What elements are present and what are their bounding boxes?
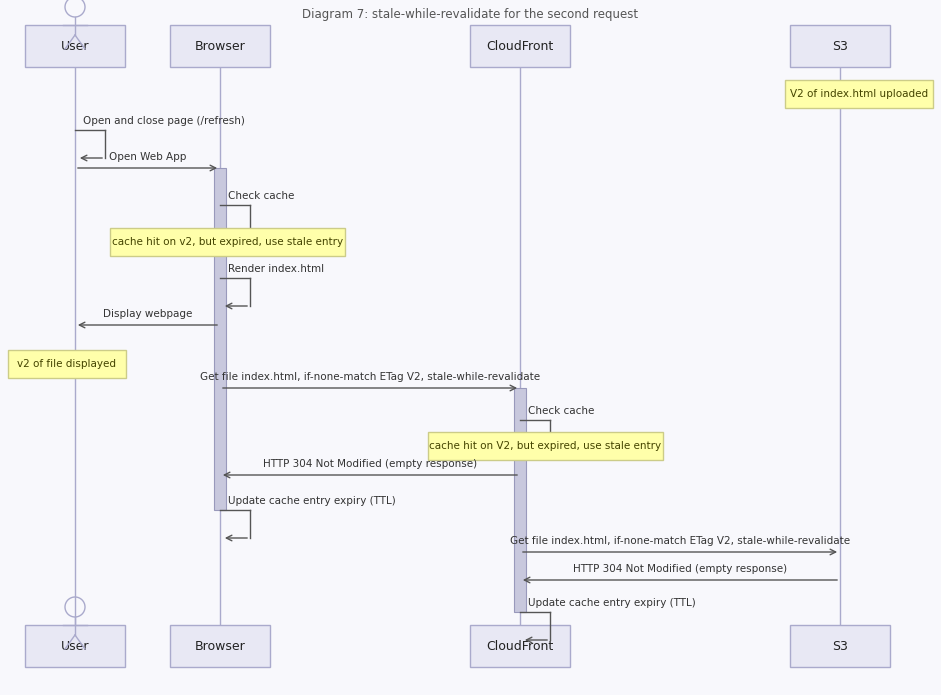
FancyBboxPatch shape: [790, 625, 890, 667]
Text: Check cache: Check cache: [228, 191, 295, 201]
Text: Display webpage: Display webpage: [103, 309, 192, 319]
Text: User: User: [61, 639, 89, 653]
Text: V2 of index.html uploaded: V2 of index.html uploaded: [789, 89, 928, 99]
Text: Diagram 7: stale-while-revalidate for the second request: Diagram 7: stale-while-revalidate for th…: [302, 8, 639, 21]
Text: cache hit on V2, but expired, use stale entry: cache hit on V2, but expired, use stale …: [429, 441, 662, 451]
FancyBboxPatch shape: [25, 25, 125, 67]
FancyBboxPatch shape: [170, 625, 270, 667]
Text: Render index.html: Render index.html: [228, 264, 324, 274]
Text: Open and close page (/refresh): Open and close page (/refresh): [83, 116, 245, 126]
FancyBboxPatch shape: [514, 388, 526, 612]
Text: Browser: Browser: [195, 639, 246, 653]
Text: User: User: [61, 40, 89, 53]
FancyBboxPatch shape: [790, 25, 890, 67]
Text: Update cache entry expiry (TTL): Update cache entry expiry (TTL): [228, 496, 396, 506]
Text: Browser: Browser: [195, 40, 246, 53]
Text: cache hit on v2, but expired, use stale entry: cache hit on v2, but expired, use stale …: [112, 237, 343, 247]
Text: HTTP 304 Not Modified (empty response): HTTP 304 Not Modified (empty response): [573, 564, 787, 574]
Text: Open Web App: Open Web App: [109, 152, 186, 162]
Text: HTTP 304 Not Modified (empty response): HTTP 304 Not Modified (empty response): [263, 459, 477, 469]
FancyBboxPatch shape: [8, 350, 126, 378]
FancyBboxPatch shape: [110, 228, 345, 256]
FancyBboxPatch shape: [470, 25, 570, 67]
Text: S3: S3: [832, 40, 848, 53]
FancyBboxPatch shape: [214, 168, 226, 510]
FancyBboxPatch shape: [470, 625, 570, 667]
Text: Check cache: Check cache: [528, 406, 595, 416]
Text: CloudFront: CloudFront: [486, 40, 553, 53]
Text: S3: S3: [832, 639, 848, 653]
Text: Update cache entry expiry (TTL): Update cache entry expiry (TTL): [528, 598, 695, 608]
FancyBboxPatch shape: [25, 625, 125, 667]
Text: Get file index.html, if-none-match ETag V2, stale-while-revalidate: Get file index.html, if-none-match ETag …: [510, 536, 850, 546]
FancyBboxPatch shape: [170, 25, 270, 67]
Text: CloudFront: CloudFront: [486, 639, 553, 653]
FancyBboxPatch shape: [785, 80, 933, 108]
Text: Get file index.html, if-none-match ETag V2, stale-while-revalidate: Get file index.html, if-none-match ETag …: [199, 372, 540, 382]
FancyBboxPatch shape: [428, 432, 663, 460]
Text: v2 of file displayed: v2 of file displayed: [18, 359, 117, 369]
